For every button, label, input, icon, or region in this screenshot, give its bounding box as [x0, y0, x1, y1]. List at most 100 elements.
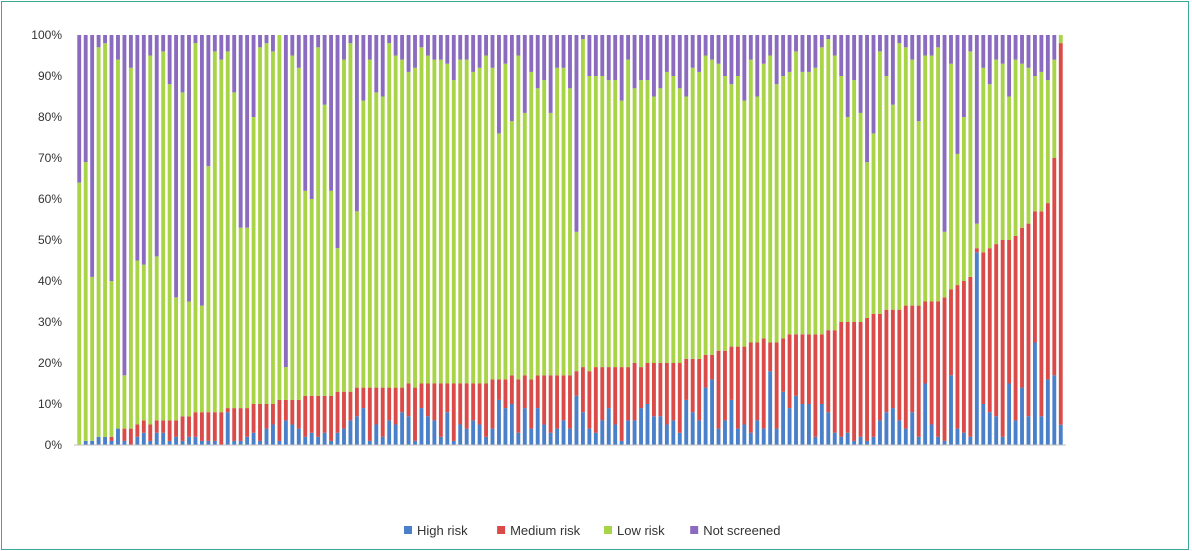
bar-segment-low-risk [367, 59, 372, 388]
bar-segment-not-screened [161, 35, 166, 52]
bar-segment-not-screened [839, 35, 844, 76]
bar-segment-not-screened [380, 35, 385, 97]
bar-segment-not-screened [1020, 35, 1024, 64]
bar-segment-not-screened [878, 35, 882, 52]
bar-segment-medium-risk [729, 346, 734, 400]
y-tick-label: 40% [38, 274, 62, 288]
bar-segment-not-screened [477, 35, 482, 68]
bar-segment-not-screened [529, 35, 534, 72]
bar-segment-not-screened [961, 35, 966, 117]
bar-segment-low-risk [690, 67, 695, 359]
bar-segment-not-screened [626, 35, 631, 60]
bar-segment-medium-risk [774, 342, 779, 429]
bar-segment-not-screened [955, 35, 960, 154]
bar-segment-high-risk [374, 424, 379, 445]
bar-segment-low-risk [225, 51, 230, 409]
bar-segment-not-screened [90, 35, 95, 277]
bar-segment-high-risk [1000, 436, 1005, 445]
bar-segment-medium-risk [632, 363, 637, 421]
bar-segment-not-screened [897, 35, 902, 44]
bar-segment-not-screened [910, 35, 915, 60]
bar-segment-high-risk [839, 436, 844, 445]
bar-segment-low-risk [135, 260, 140, 425]
bar-segment-low-risk [968, 51, 973, 277]
bar-segment-low-risk [1020, 63, 1024, 228]
bar-segment-low-risk [154, 256, 159, 421]
bar-segment-medium-risk [587, 371, 592, 429]
bar-segment-not-screened [109, 35, 114, 281]
bar-segment-not-screened [174, 35, 179, 298]
y-tick-label: 60% [38, 192, 62, 206]
bar-segment-high-risk [367, 440, 372, 445]
bar-segment-medium-risk [735, 346, 740, 429]
bar-segment-not-screened [942, 35, 947, 232]
bar-segment-high-risk [342, 428, 346, 445]
bar-segment-medium-risk [426, 383, 430, 417]
bar-segment-low-risk [148, 55, 153, 425]
bar-segment-not-screened [387, 35, 392, 44]
bar-segment-medium-risk [955, 285, 960, 429]
bar-segment-medium-risk [187, 416, 191, 437]
bar-segment-not-screened [354, 35, 359, 212]
bar-segment-high-risk [1052, 375, 1057, 445]
chart-bars [77, 35, 1063, 445]
bar-segment-medium-risk [723, 350, 727, 421]
bar-segment-low-risk [684, 96, 689, 359]
bar-segment-high-risk [83, 440, 88, 445]
bar-segment-not-screened [199, 35, 204, 306]
bar-segment-high-risk [122, 440, 127, 445]
bar-segment-high-risk [987, 412, 992, 445]
bar-segment-low-risk [277, 35, 282, 400]
bar-segment-not-screened [677, 35, 682, 89]
bar-segment-medium-risk [283, 399, 288, 421]
bar-segment-high-risk [432, 420, 437, 445]
bar-segment-medium-risk [949, 289, 953, 376]
bar-segment-not-screened [516, 35, 521, 56]
bar-segment-medium-risk [677, 363, 682, 433]
bar-segment-low-risk [374, 92, 379, 388]
bar-segment-low-risk [819, 47, 824, 335]
bar-segment-not-screened [600, 35, 605, 76]
bar-segment-high-risk [613, 424, 618, 445]
bar-segment-low-risk [735, 76, 740, 347]
legend-label: High risk [417, 523, 468, 538]
bar-segment-low-risk [1033, 76, 1037, 212]
bar-segment-not-screened [413, 35, 417, 68]
bar-segment-not-screened [632, 35, 637, 89]
bar-segment-high-risk [949, 375, 953, 445]
bar-segment-medium-risk [806, 334, 811, 404]
bar-segment-low-risk [264, 43, 269, 404]
bar-segment-low-risk [1013, 59, 1018, 236]
bar-segment-not-screened [329, 35, 333, 191]
bar-segment-high-risk [729, 399, 734, 445]
bar-segment-low-risk [529, 71, 534, 380]
bar-segment-low-risk [380, 96, 385, 388]
bar-segment-low-risk [555, 67, 560, 376]
bar-segment-medium-risk [354, 387, 359, 417]
bar-segment-low-risk [251, 117, 256, 404]
bar-segment-not-screened [987, 35, 992, 85]
bar-segment-low-risk [626, 59, 631, 368]
bar-segment-low-risk [568, 88, 572, 376]
bar-segment-high-risk [1007, 383, 1012, 445]
bar-segment-not-screened [580, 35, 585, 40]
bar-segment-low-risk [471, 71, 476, 384]
bar-segment-not-screened [497, 35, 501, 134]
bar-segment-low-risk [96, 47, 101, 437]
bar-segment-not-screened [77, 35, 82, 183]
bar-segment-high-risk [238, 440, 243, 445]
bar-segment-not-screened [232, 35, 237, 93]
bar-segment-not-screened [768, 35, 773, 56]
bar-segment-high-risk [968, 436, 973, 445]
bar-segment-high-risk [587, 428, 592, 445]
bar-segment-not-screened [658, 35, 663, 89]
bar-segment-medium-risk [987, 248, 992, 413]
bar-segment-high-risk [503, 408, 508, 445]
bar-segment-medium-risk [238, 408, 243, 441]
bar-segment-medium-risk [852, 322, 857, 441]
bar-segment-not-screened [884, 35, 889, 76]
bar-segment-high-risk [464, 428, 469, 445]
bar-segment-low-risk [83, 162, 88, 441]
bar-segment-medium-risk [1020, 227, 1024, 388]
bar-segment-medium-risk [309, 395, 314, 433]
